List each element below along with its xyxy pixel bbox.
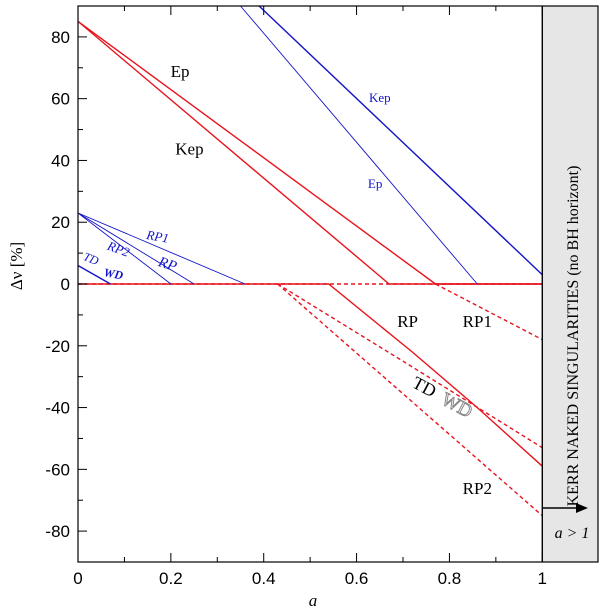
annotation-rp1-blue: RP1 (144, 227, 170, 246)
a-greater-one-label: a > 1 (555, 525, 590, 542)
tick-label-layer: 0 0.2 0.4 0.6 0.8 1 80 60 40 20 0 -20 -40 -60 -80 (45, 28, 547, 588)
series-line-6 (277, 283, 543, 517)
y-tick-label: 20 (51, 213, 70, 232)
y-tick-label: 80 (51, 28, 70, 47)
annotation-ep-red: Ep (171, 62, 190, 81)
x-tick-label: 1 (538, 569, 547, 588)
annotation-rp-red: RP (397, 312, 418, 331)
series-line-7 (258, 5, 543, 276)
naked-singularity-region (542, 6, 598, 562)
series-line-1 (77, 20, 543, 285)
y-tick-label: -60 (45, 460, 70, 479)
annotation-wd-red: WD (438, 389, 476, 422)
annotation-kep-blue: Kep (369, 90, 391, 105)
y-tick-label: -40 (45, 399, 70, 418)
annotation-rp-blue: RP (155, 254, 178, 275)
y-tick-label: 0 (61, 275, 70, 294)
annotation-td-red: TD (409, 372, 440, 401)
y-axis-label: Δν [%] (7, 242, 26, 290)
series-line-0 (77, 20, 543, 285)
y-tick-label: -80 (45, 522, 70, 541)
x-tick-label: 0 (73, 569, 82, 588)
series-line-8 (240, 5, 478, 285)
series-line-9 (77, 212, 246, 285)
y-tick-label: 60 (51, 90, 70, 109)
x-tick-label: 0.4 (252, 569, 276, 588)
annotation-wd-blue: WD (103, 265, 125, 282)
series-line-2 (435, 283, 543, 341)
tick-layer (77, 5, 543, 563)
series-line-5 (277, 283, 543, 449)
annotation-rp1-red: RP1 (463, 312, 492, 331)
x-tick-label: 0.2 (159, 569, 183, 588)
x-tick-label: 0.8 (438, 569, 462, 588)
naked-singularity-label: KERR NAKED SINGULARITIES (no BH horizont… (565, 166, 582, 507)
series-line-4 (78, 283, 543, 467)
x-tick-label: 0.6 (345, 569, 369, 588)
annotation-td-blue: TD (81, 249, 101, 268)
y-tick-label: 40 (51, 151, 70, 170)
x-axis-label: a (309, 591, 318, 608)
arrow-head-icon (576, 503, 588, 513)
annotation-kep-red: Kep (175, 139, 203, 158)
annotation-ep-blue: Ep (368, 176, 382, 191)
annotation-rp2-red: RP2 (463, 479, 492, 498)
series-line-10 (77, 212, 172, 285)
series-line-12 (77, 264, 111, 285)
series-layer (77, 5, 543, 517)
series-line-11 (77, 212, 195, 285)
y-tick-label: -20 (45, 337, 70, 356)
annotation-rp2-blue: RP2 (105, 238, 133, 260)
